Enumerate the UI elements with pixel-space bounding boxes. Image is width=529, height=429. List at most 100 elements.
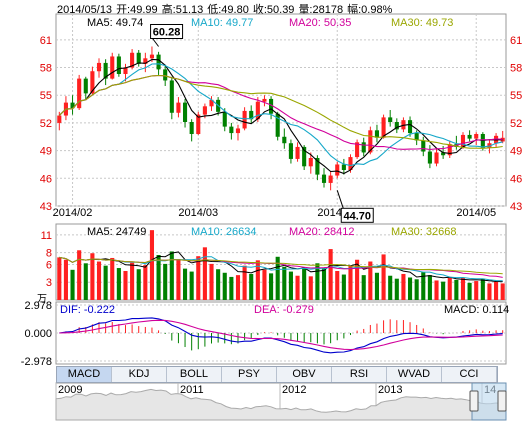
candle-body xyxy=(302,146,307,167)
volume-bar xyxy=(63,259,68,300)
price-tick-right: 46 xyxy=(510,173,522,185)
overview-year-label: 2011 xyxy=(180,384,204,396)
candle-body xyxy=(176,102,181,113)
volume-bar xyxy=(388,275,393,300)
candle-body xyxy=(269,98,274,114)
candle-body xyxy=(282,136,287,144)
annotation-box xyxy=(340,207,374,223)
macd-panel: 2.978 0.000 -2.978 DIF: -0.222 DEA: -0.279 MA… xyxy=(21,300,509,368)
tab-psy[interactable]: PSY xyxy=(222,367,277,382)
candle-body xyxy=(163,69,168,81)
candle-body xyxy=(441,152,446,156)
price-tick-left: 61 xyxy=(40,35,52,47)
quote-volume: 量:28178 xyxy=(298,4,344,16)
candle-body xyxy=(388,117,393,122)
candle-body xyxy=(77,78,82,109)
volume-bar xyxy=(288,271,293,300)
candle-body xyxy=(381,117,386,138)
candle-body xyxy=(368,130,373,153)
candle-body xyxy=(229,126,234,134)
overview-drag-handle[interactable] xyxy=(469,390,479,412)
volume-bar xyxy=(341,274,346,300)
tab-macd[interactable]: MACD xyxy=(57,367,112,382)
macd-tick: -2.978 xyxy=(21,356,52,368)
candle-body xyxy=(467,134,472,139)
dea-line xyxy=(59,319,503,351)
volume-bar xyxy=(103,265,108,300)
volume-bar xyxy=(90,253,95,300)
candle-body xyxy=(96,62,102,72)
macd-legend-dif: DIF: -0.222 xyxy=(60,304,115,316)
volume-bar xyxy=(374,272,380,300)
candle-body xyxy=(143,58,148,64)
volume-bar xyxy=(494,281,499,300)
candle-body xyxy=(182,102,188,122)
volume-bar xyxy=(189,271,194,300)
volume-bar xyxy=(414,279,419,300)
volume-bar xyxy=(321,268,327,300)
candle-body xyxy=(407,120,413,134)
volume-legend-ma10: MA10: 26634 xyxy=(191,226,256,238)
volume-tick: 11 xyxy=(41,230,52,242)
volume-bar xyxy=(143,265,148,300)
volume-bar xyxy=(209,263,214,300)
volume-bar xyxy=(460,278,466,300)
volume-bar xyxy=(487,283,492,300)
macd-legend-dea: DEA: -0.279 xyxy=(254,304,314,316)
candle-body xyxy=(460,134,466,147)
candle-body xyxy=(374,130,380,138)
overview-drag-handle[interactable] xyxy=(497,390,507,412)
quote-header: 2014/05/13 开:49.99 高:51.13 低:49.80 收:50.39 量:… xyxy=(57,1,396,17)
volume-bar xyxy=(500,283,505,300)
overview-year-label: 2009 xyxy=(58,384,82,396)
volume-bar xyxy=(282,266,287,300)
price-tick-left: 43 xyxy=(40,201,52,213)
candle-body xyxy=(70,102,75,109)
candle-body xyxy=(83,78,88,94)
volume-bar xyxy=(434,280,439,300)
volume-legend-ma5: MA5: 24749 xyxy=(87,226,146,238)
candle-body xyxy=(136,52,141,64)
price-tick-left: 46 xyxy=(40,173,52,185)
volume-bar xyxy=(156,255,161,300)
tab-rsi[interactable]: RSI xyxy=(332,367,387,382)
price-legend-ma20: MA20: 50.35 xyxy=(289,17,351,29)
volume-bar xyxy=(308,276,313,300)
volume-bar xyxy=(136,269,141,300)
tab-obv[interactable]: OBV xyxy=(277,367,332,382)
volume-bar xyxy=(262,269,267,300)
price-frame xyxy=(55,13,507,207)
candle-body xyxy=(57,115,62,123)
volume-bar xyxy=(348,266,353,300)
macd-tick: 2.978 xyxy=(24,300,52,312)
tab-boll[interactable]: BOLL xyxy=(167,367,222,382)
volume-bar xyxy=(447,276,452,300)
candle-body xyxy=(262,98,267,102)
macd-legend-macd: MACD: 0.114 xyxy=(444,304,509,316)
annotation-box xyxy=(150,23,184,39)
volume-bar xyxy=(328,249,333,300)
price-tick-right: 52 xyxy=(510,118,522,130)
volume-bar xyxy=(454,279,459,300)
price-tick-right: 55 xyxy=(510,90,522,102)
annotation-label: 60.28 xyxy=(153,26,181,38)
candle-body xyxy=(308,158,313,167)
candle-body xyxy=(275,113,280,137)
candle-body xyxy=(421,140,426,152)
candle-body xyxy=(202,106,207,115)
volume-bar xyxy=(474,281,479,300)
volume-bar xyxy=(368,261,373,300)
tab-wvad[interactable]: WVAD xyxy=(387,367,442,382)
tab-kdj[interactable]: KDJ xyxy=(112,367,167,382)
tab-cci[interactable]: CCI xyxy=(442,367,497,382)
candle-body xyxy=(242,110,247,129)
overview-year-label: 2013 xyxy=(378,384,402,396)
volume-bar xyxy=(302,268,307,300)
volume-bar xyxy=(361,275,366,300)
annotation-label: 44.70 xyxy=(343,210,371,222)
candle-body xyxy=(235,128,241,134)
volume-bar xyxy=(149,230,155,300)
candle-body xyxy=(447,144,452,156)
volume-bar xyxy=(315,263,320,300)
overview-area xyxy=(55,388,507,421)
